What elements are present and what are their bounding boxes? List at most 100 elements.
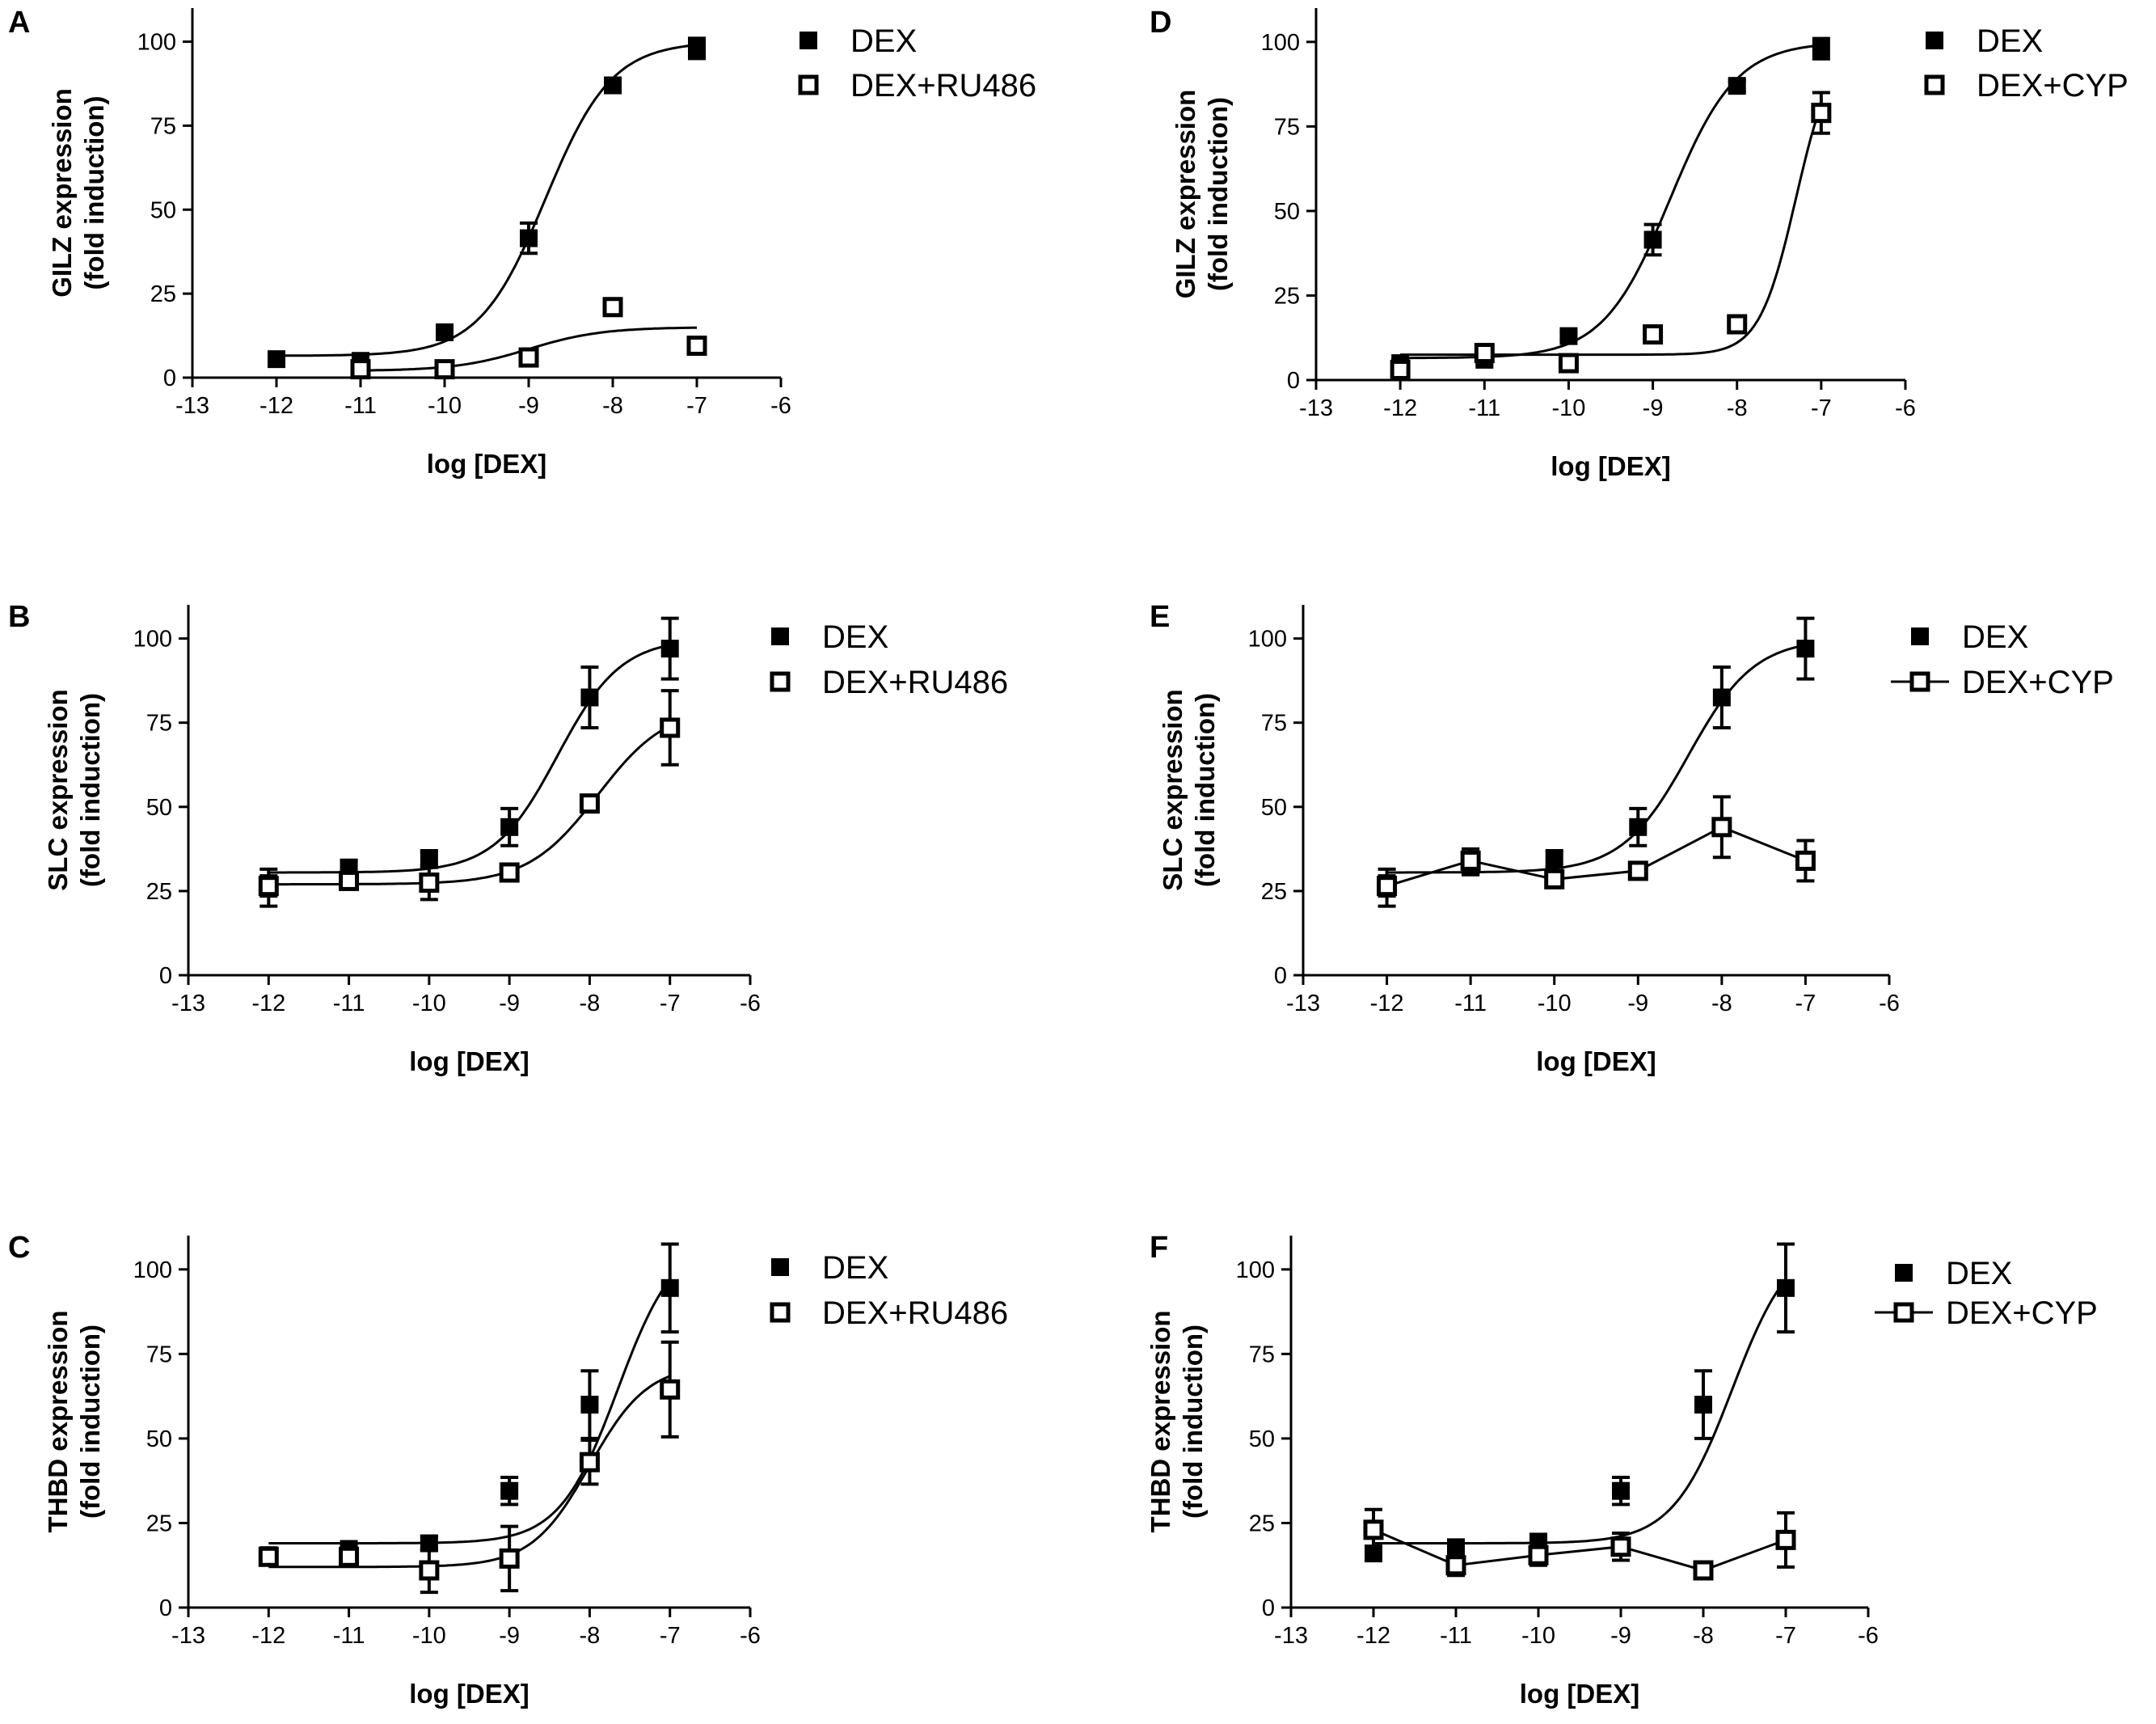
fit-curve bbox=[268, 1278, 671, 1544]
x-tick-label: -6 bbox=[1879, 991, 1900, 1016]
data-point-filled bbox=[268, 350, 285, 369]
x-tick-label: -9 bbox=[1643, 395, 1664, 421]
y-tick-label: 75 bbox=[146, 711, 172, 737]
fit-curve bbox=[276, 44, 698, 357]
data-point-open bbox=[1558, 353, 1579, 374]
data-point-filled bbox=[1629, 818, 1648, 836]
data-point-open bbox=[1775, 1529, 1796, 1550]
data-point-filled bbox=[580, 1396, 599, 1414]
data-point-open bbox=[1727, 314, 1748, 335]
y-axis-title: GILZ expression(fold induction) bbox=[47, 88, 109, 298]
x-tick-label: -8 bbox=[1711, 991, 1732, 1016]
y-axis-title: THBD expression(fold induction) bbox=[43, 1310, 105, 1532]
x-tick-label: -13 bbox=[1286, 991, 1320, 1016]
x-tick-label: -6 bbox=[740, 1623, 761, 1649]
y-tick-label: 75 bbox=[1274, 114, 1300, 140]
y-axis-title-line1: GILZ expression bbox=[47, 88, 77, 298]
legend-marker-open bbox=[770, 671, 791, 692]
x-tick-label: -11 bbox=[1468, 395, 1500, 421]
fit-curve bbox=[1386, 644, 1806, 874]
y-axis-title-line1: THBD expression bbox=[43, 1310, 73, 1532]
y-axis-title-line1: SLC expression bbox=[1158, 689, 1188, 890]
panel-letter: B bbox=[8, 600, 30, 634]
x-tick-label: -12 bbox=[1370, 991, 1404, 1016]
series-combo bbox=[1390, 91, 1832, 380]
data-point-filled bbox=[604, 76, 622, 95]
data-point-open bbox=[1610, 1536, 1631, 1557]
data-point-filled bbox=[436, 323, 454, 341]
y-tick-label: 50 bbox=[146, 795, 172, 821]
x-tick-label: -7 bbox=[660, 1623, 681, 1649]
y-axis-title-line1: THBD expression bbox=[1146, 1310, 1175, 1532]
panel-d: D 0 25 50 75 100 -13 -12 -11 -10 -9 -8 -7 -6 log [DEX]… bbox=[1150, 6, 2129, 481]
x-tick-label: -8 bbox=[602, 393, 623, 419]
data-point-filled bbox=[500, 1481, 519, 1500]
legend-marker-open bbox=[1924, 74, 1945, 95]
x-tick-label: -12 bbox=[259, 393, 293, 419]
legend-label: DEX+CYP bbox=[1977, 68, 2129, 104]
y-axis-title-line2: (fold induction) bbox=[1203, 97, 1233, 291]
legend-label: DEX bbox=[822, 1250, 888, 1286]
x-tick-label: -9 bbox=[1610, 1623, 1631, 1649]
series-dex bbox=[259, 616, 679, 908]
y-tick-label: 100 bbox=[1248, 627, 1287, 653]
data-point-filled bbox=[1796, 640, 1815, 658]
legend-label: DEX bbox=[822, 619, 888, 655]
legend-marker-open bbox=[1893, 1302, 1914, 1323]
legend-label: DEX bbox=[1977, 23, 2043, 59]
data-point-open bbox=[579, 793, 600, 814]
y-tick-label: 0 bbox=[163, 366, 176, 391]
panel-letter: E bbox=[1150, 600, 1170, 634]
data-point-open bbox=[419, 873, 440, 893]
legend: DEX DEX+CYP bbox=[1891, 619, 2114, 700]
x-tick-label: -8 bbox=[580, 991, 601, 1016]
x-tick-label: -11 bbox=[1440, 1623, 1472, 1649]
x-tick-label: -8 bbox=[1727, 395, 1748, 421]
y-tick-label: 0 bbox=[159, 1595, 172, 1621]
x-tick-label: -8 bbox=[1693, 1623, 1714, 1649]
x-tick-label: -12 bbox=[1356, 1623, 1390, 1649]
legend-marker-filled bbox=[771, 1258, 789, 1276]
connecting-line bbox=[1386, 826, 1806, 888]
x-tick-label: -9 bbox=[499, 991, 520, 1016]
y-axis-title-line2: (fold induction) bbox=[75, 693, 105, 887]
x-tick-label: -13 bbox=[171, 991, 205, 1016]
x-tick-label: -11 bbox=[1454, 991, 1487, 1016]
y-axis-title-line1: SLC expression bbox=[43, 689, 73, 890]
data-point-open bbox=[518, 347, 539, 368]
x-tick-label: -8 bbox=[580, 1623, 601, 1649]
series-combo bbox=[1377, 795, 1816, 898]
data-point-open bbox=[1377, 876, 1398, 897]
y-tick-label: 25 bbox=[146, 1511, 172, 1536]
y-tick-label: 0 bbox=[1262, 1595, 1275, 1621]
data-point-filled bbox=[688, 39, 706, 57]
data-point-filled bbox=[1712, 688, 1731, 707]
x-axis-title: log [DEX] bbox=[1536, 1046, 1656, 1076]
legend-label: DEX bbox=[850, 23, 917, 59]
y-tick-label: 25 bbox=[1274, 283, 1300, 309]
data-point-open bbox=[1445, 1555, 1466, 1576]
y-tick-label: 0 bbox=[1287, 368, 1300, 394]
y-axis-title-line2: (fold induction) bbox=[1190, 693, 1220, 887]
data-point-open bbox=[499, 1548, 520, 1569]
y-tick-label: 75 bbox=[150, 113, 176, 139]
y-axis-title-line2: (fold induction) bbox=[75, 1325, 105, 1519]
y-tick-label: 100 bbox=[133, 1257, 172, 1283]
x-tick-label: -11 bbox=[333, 991, 365, 1016]
x-tick-label: -6 bbox=[740, 991, 761, 1016]
y-tick-label: 100 bbox=[1236, 1257, 1275, 1283]
panel-f: F 0 25 50 75 100 -13 -12 -11 -10 -9 -8 -7 -6 log [DEX]… bbox=[1146, 1231, 2098, 1709]
panel-b: B 0 25 50 75 100 -13 -12 -11 -10 -9 -8 -7 -6 log [DEX]… bbox=[8, 600, 1008, 1076]
legend-label: DEX+RU486 bbox=[850, 68, 1036, 104]
series-dex bbox=[1391, 36, 1830, 373]
fit-curve bbox=[1400, 44, 1822, 360]
data-point-open bbox=[1643, 324, 1664, 345]
series-combo bbox=[258, 1340, 681, 1595]
x-tick-label: -10 bbox=[428, 393, 462, 419]
series-combo bbox=[350, 297, 707, 380]
y-tick-label: 50 bbox=[1261, 795, 1287, 821]
data-point-filled bbox=[1777, 1278, 1795, 1297]
data-point-open bbox=[660, 717, 681, 738]
data-point-open bbox=[686, 336, 707, 357]
